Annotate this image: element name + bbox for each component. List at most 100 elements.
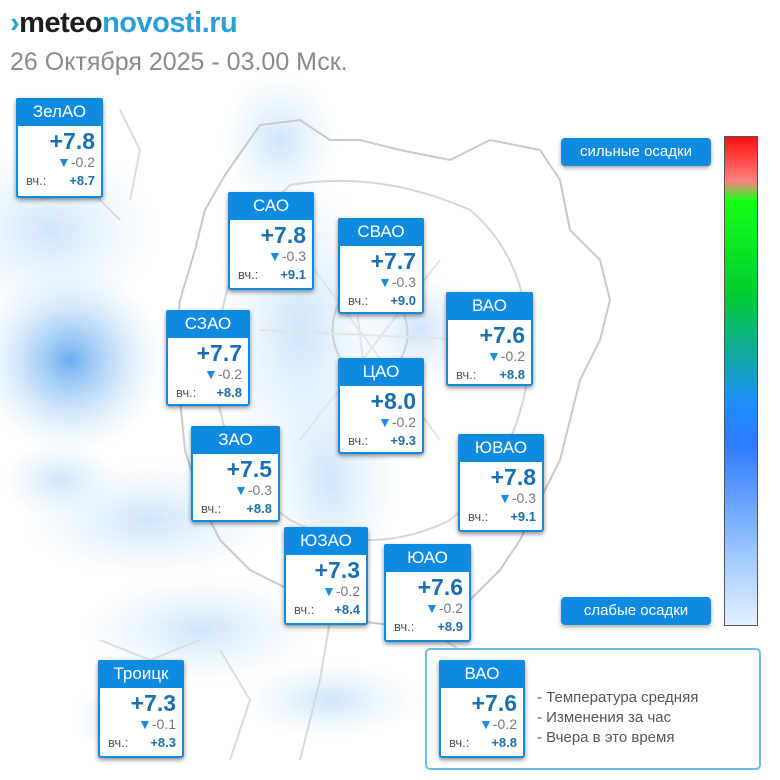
logo-part-2: novosti.ru [102,7,238,39]
district-yesterday: вч.: +9.1 [460,507,542,526]
district-change: ▼-0.3 [460,490,542,507]
down-triangle-icon: ▼ [479,716,493,732]
district-name: СЗАО [166,310,250,338]
yesterday-label: вч.: [468,509,489,524]
down-triangle-icon: ▼ [425,600,439,616]
change-value: -0.2 [500,348,525,364]
district-card-zao: ЗАО +7.5 ▼-0.3 вч.: +8.8 [191,426,280,522]
district-card-svao: СВАО +7.7 ▼-0.3 вч.: +9.0 [338,218,424,314]
district-card-yuvao: ЮВАО +7.8 ▼-0.3 вч.: +9.1 [458,434,544,532]
change-value: -0.3 [391,274,416,290]
district-temp: +7.3 [314,557,360,583]
change-value: -0.2 [438,600,463,616]
district-temp: +7.8 [490,464,536,490]
district-change: ▼-0.2 [441,716,523,733]
change-value: -0.1 [151,716,176,732]
yesterday-label: вч.: [108,735,129,750]
district-change: ▼-0.2 [448,348,531,365]
district-name: ЗАО [191,426,280,454]
district-card-cao: ЦАО +8.0 ▼-0.2 вч.: +9.3 [338,358,424,454]
district-temp: +7.3 [130,690,176,716]
yesterday-label: вч.: [449,735,470,750]
yesterday-label: вч.: [348,433,369,448]
change-value: -0.2 [217,366,242,382]
down-triangle-icon: ▼ [378,274,392,290]
district-yesterday: вч.: +8.3 [100,733,182,752]
district-name: ЮВАО [458,434,544,462]
yesterday-value: +8.8 [491,735,517,750]
scale-label-heavy: сильные осадки [561,138,711,166]
district-name: ЗелАО [16,98,103,126]
district-card-yuao: ЮАО +7.6 ▼-0.2 вч.: +8.9 [384,544,471,642]
district-temp: +7.7 [370,248,416,274]
district-yesterday: вч.: +8.4 [286,600,366,619]
district-temp: +7.5 [226,456,272,482]
yesterday-label: вч.: [456,367,477,382]
down-triangle-icon: ▼ [498,490,512,506]
district-card-vao: ВАО +7.6 ▼-0.2 вч.: +8.8 [446,292,533,386]
down-triangle-icon: ▼ [378,414,392,430]
yesterday-value: +8.3 [150,735,176,750]
change-value: -0.3 [511,490,536,506]
district-yesterday: вч.: +9.0 [340,291,422,310]
logo-part-1: meteo [19,7,103,39]
district-name: Троицк [98,660,184,688]
district-yesterday: вч.: +9.1 [230,265,312,284]
yesterday-value: +9.1 [510,509,536,524]
yesterday-label: вч.: [394,619,415,634]
down-triangle-icon: ▼ [234,482,248,498]
district-temp: +7.8 [49,128,95,154]
down-triangle-icon: ▼ [57,154,71,170]
district-yesterday: вч.: +8.8 [193,499,278,518]
change-value: -0.2 [391,414,416,430]
legend-panel: ВАО +7.6 ▼-0.2 вч.: +8.8 - Температура ср… [425,648,761,770]
district-temp: +7.6 [479,322,525,348]
district-change: ▼-0.2 [286,583,366,600]
header: ›meteonovosti.ru 26 Октября 2025 - 03.00… [10,6,348,77]
district-card-zelao: ЗелАО +7.8 ▼-0.2 вч.: +8.7 [16,98,103,198]
district-temp: +8.0 [370,388,416,414]
yesterday-value: +8.9 [437,619,463,634]
district-change: ▼-0.1 [100,716,182,733]
district-yesterday: вч.: +9.3 [340,431,422,450]
district-name: ЮАО [384,544,471,572]
scale-label-light: слабые осадки [561,597,711,625]
yesterday-value: +8.8 [499,367,525,382]
change-value: -0.2 [492,716,517,732]
yesterday-label: вч.: [201,501,222,516]
district-temp: +7.6 [471,690,517,716]
district-yesterday: вч.: +8.8 [448,365,531,384]
legend-descriptions: - Температура средняя - Изменения за час… [537,688,698,748]
district-card-yuzao: ЮЗАО +7.3 ▼-0.2 вч.: +8.4 [284,527,368,625]
district-change: ▼-0.2 [386,600,469,617]
yesterday-label: вч.: [348,293,369,308]
district-temp: +7.6 [417,574,463,600]
yesterday-value: +9.3 [390,433,416,448]
down-triangle-icon: ▼ [487,348,501,364]
yesterday-label: вч.: [294,602,315,617]
yesterday-label: вч.: [238,267,259,282]
site-logo[interactable]: ›meteonovosti.ru [10,6,348,40]
district-name: ЦАО [338,358,424,386]
district-change: ▼-0.2 [168,366,248,383]
down-triangle-icon: ▼ [204,366,218,382]
district-card-szao: СЗАО +7.7 ▼-0.2 вч.: +8.8 [166,310,250,406]
change-value: -0.2 [70,154,95,170]
district-name: ВАО [446,292,533,320]
district-change: ▼-0.3 [193,482,278,499]
forecast-datetime: 26 Октября 2025 - 03.00 Мск. [10,48,348,76]
legend-line-temp: - Температура средняя [537,689,699,706]
logo-mark: › [10,7,20,39]
yesterday-value: +8.8 [246,501,272,516]
district-card-troitsk: Троицк +7.3 ▼-0.1 вч.: +8.3 [98,660,184,758]
district-name: ВАО [439,660,525,688]
district-change: ▼-0.2 [340,414,422,431]
yesterday-value: +8.4 [334,602,360,617]
yesterday-label: вч.: [176,385,197,400]
change-value: -0.2 [335,583,360,599]
district-yesterday: вч.: +8.7 [18,171,101,190]
district-yesterday: вч.: +8.8 [441,733,523,752]
district-change: ▼-0.3 [340,274,422,291]
district-name: САО [228,192,314,220]
district-change: ▼-0.3 [230,248,312,265]
